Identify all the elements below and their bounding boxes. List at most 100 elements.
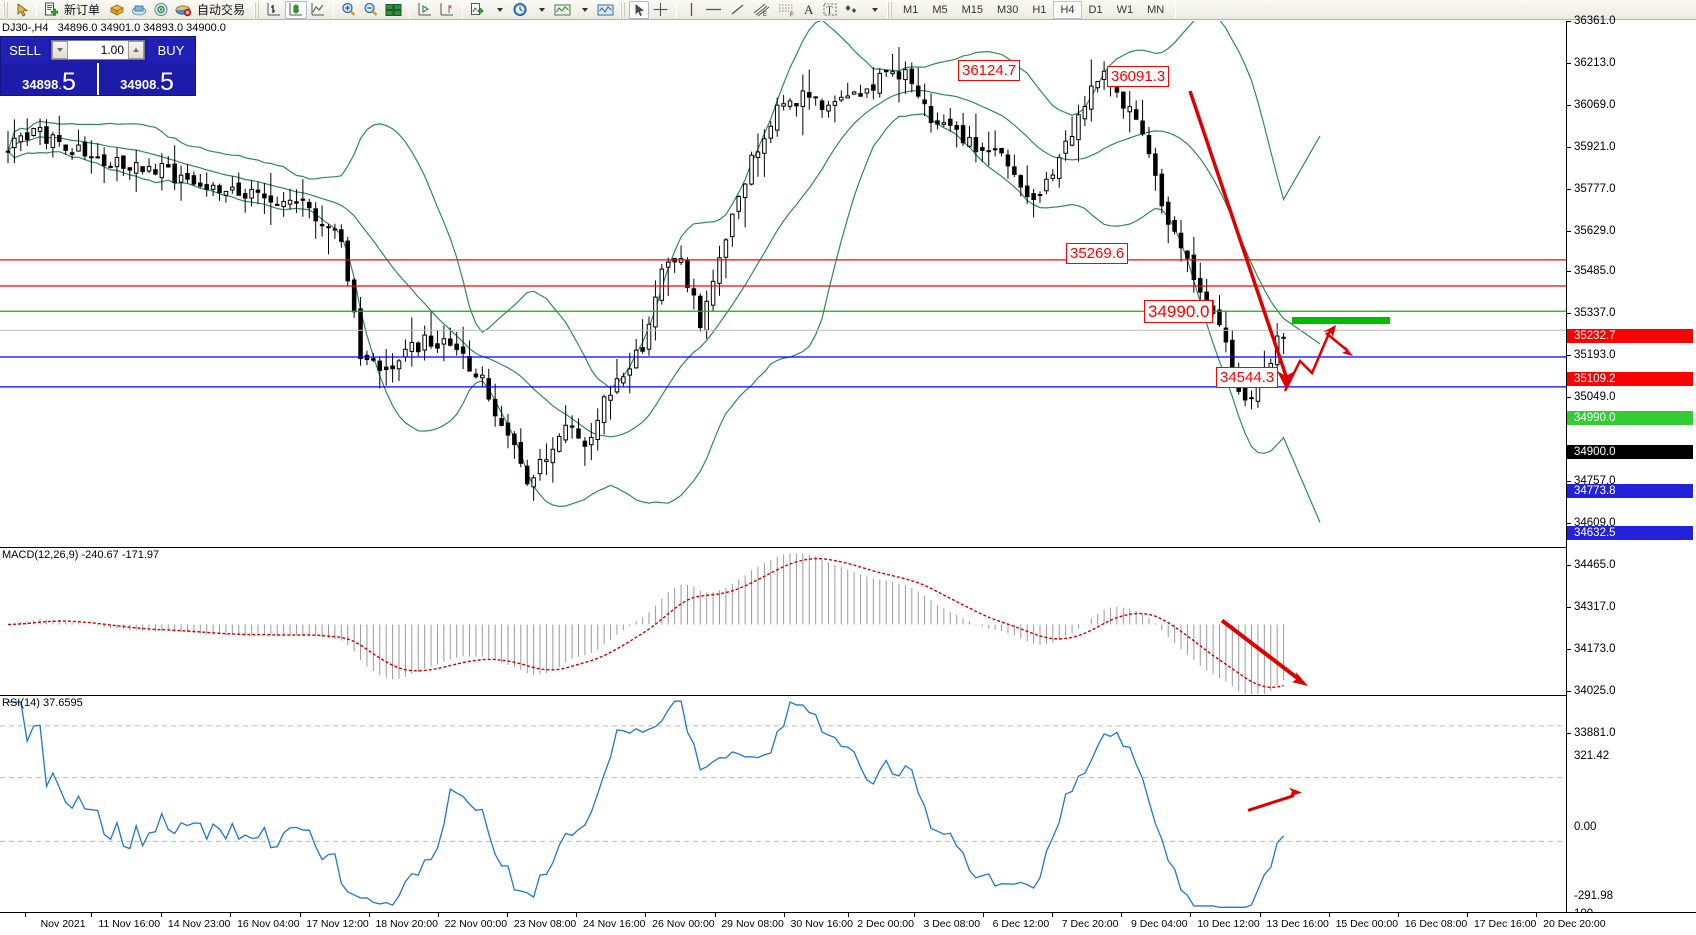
time-tick-label: 15 Dec 00:00 — [1335, 918, 1399, 930]
price-annotation-label[interactable]: 34990.0 — [1144, 300, 1214, 323]
buy-price[interactable]: 34908 . 5 — [97, 63, 195, 95]
crosshair-icon[interactable] — [649, 1, 672, 19]
svg-text:E: E — [763, 12, 767, 17]
price-scale[interactable]: 36361.0 36213.0 36069.0 35921.0 35777.0 35629… — [1566, 15, 1696, 920]
macd-scale-label: 321.42 — [1574, 750, 1610, 762]
text-label-icon[interactable]: A — [799, 1, 819, 19]
toolbar-separator-6 — [1175, 1, 1177, 18]
timeframe-d1[interactable]: D1 — [1088, 3, 1103, 16]
data-window-icon[interactable] — [128, 1, 150, 19]
time-tick-mark — [714, 913, 716, 917]
svg-text:T: T — [827, 6, 833, 17]
shapes-dropdown-arrow[interactable] — [864, 1, 884, 19]
timeframe-m15[interactable]: M15 — [961, 3, 983, 16]
indicators-dropdown-arrow[interactable] — [489, 1, 509, 19]
volume-increase-button[interactable] — [128, 41, 144, 59]
zoom-in-icon[interactable] — [338, 1, 360, 19]
shapes-icon[interactable] — [841, 1, 864, 19]
time-scale[interactable]: Nov 2021 11 Nov 16:00 14 Nov 23:00 16 Nov 0… — [0, 912, 1696, 935]
price-level-badge-blue[interactable]: 34773.8 — [1567, 484, 1693, 498]
toolbar-grip[interactable] — [3, 1, 9, 18]
timeframe-h1[interactable]: H1 — [1032, 3, 1047, 16]
timeframe-mn[interactable]: MN — [1147, 3, 1165, 16]
price-level-badge-red[interactable]: 35109.2 — [1567, 372, 1693, 386]
time-tick-label: 18 Nov 20:00 — [375, 918, 438, 930]
svg-text:F: F — [790, 13, 794, 18]
price-annotation-label[interactable]: 36091.3 — [1107, 66, 1170, 87]
time-tick-mark — [645, 913, 647, 917]
toolbar-grip-2[interactable] — [254, 1, 261, 18]
toolbar-separator-4 — [462, 1, 464, 18]
horizontal-line-icon[interactable] — [701, 1, 726, 19]
trend-line-icon[interactable] — [726, 1, 749, 19]
candlestick-chart-icon[interactable] — [285, 0, 308, 19]
tile-windows-icon[interactable] — [382, 1, 405, 19]
new-order-button[interactable]: 新订单 — [41, 1, 106, 19]
vertical-line-icon[interactable] — [681, 1, 701, 19]
price-tick-label: 35485.0 — [1574, 265, 1616, 277]
time-tick-mark — [1328, 913, 1330, 917]
price-chart-panel[interactable]: DJ30-,H4 34896.0 34901.0 34893.0 34900.0 — [0, 21, 1566, 546]
toolbar-separator-2 — [333, 1, 335, 18]
volume-stepper[interactable]: 1.00 — [51, 40, 145, 60]
price-level-badge-blue[interactable]: 34632.5 — [1567, 526, 1693, 540]
zoom-out-icon[interactable] — [360, 1, 382, 19]
buy-button[interactable]: BUY — [147, 37, 195, 63]
price-tick-label: 35193.0 — [1574, 349, 1616, 361]
timeframe-m1[interactable]: M1 — [903, 3, 919, 16]
sell-price-integer: 34898 — [22, 77, 59, 92]
sell-price[interactable]: 34898 . 5 — [1, 63, 97, 95]
period-clock-icon[interactable] — [509, 1, 531, 19]
price-tick-mark — [1567, 523, 1571, 524]
time-tick-mark — [507, 913, 509, 917]
one-click-trading-panel[interactable]: SELL 1.00 BUY 34898 . 5 34908 . 5 — [0, 36, 196, 96]
toolbar-grip-3[interactable] — [620, 1, 627, 18]
toolbar-grip-4[interactable] — [887, 1, 894, 18]
navigator-icon[interactable] — [150, 1, 172, 19]
price-tick-label: 34025.0 — [1574, 685, 1616, 697]
new-order-label: 新订单 — [64, 3, 101, 17]
line-chart-icon[interactable] — [307, 1, 329, 19]
price-tick-mark — [1567, 63, 1571, 64]
rsi-panel[interactable]: RSI(14) 37.6595 — [0, 695, 1566, 912]
volume-decrease-button[interactable] — [52, 41, 68, 59]
macd-panel[interactable]: MACD(12,26,9) -240.67 -171.97 — [0, 547, 1566, 694]
timeframe-m30[interactable]: M30 — [997, 3, 1019, 16]
timeframe-h4[interactable]: H4 — [1053, 0, 1082, 19]
cursor-arrow-icon[interactable] — [12, 1, 32, 19]
price-level-badge-green[interactable]: 34990.0 — [1567, 411, 1693, 425]
price-annotation-label[interactable]: 35269.6 — [1066, 243, 1129, 264]
period-dropdown-arrow[interactable] — [531, 1, 551, 19]
price-tick-mark — [1567, 607, 1571, 608]
terminal-icon[interactable]: 自动交易 — [172, 1, 251, 19]
templates-dropdown-arrow[interactable] — [574, 1, 594, 19]
time-tick-mark — [783, 913, 785, 917]
price-level-badge-black[interactable]: 34900.0 — [1567, 445, 1693, 459]
price-tick-mark — [1567, 105, 1571, 106]
time-tick-label: Nov 2021 — [40, 918, 86, 930]
expert-advisor-icon[interactable] — [106, 1, 128, 19]
text-box-icon[interactable]: T — [819, 1, 841, 19]
sell-button[interactable]: SELL — [1, 37, 49, 63]
indicators-icon[interactable] — [467, 1, 489, 19]
templates-icon[interactable] — [551, 1, 574, 19]
bar-chart-icon[interactable] — [263, 1, 285, 19]
rsi-chart-svg — [0, 700, 1566, 908]
price-level-badge-red[interactable]: 35232.7 — [1567, 329, 1693, 343]
time-tick-label: 7 Dec 20:00 — [1061, 918, 1119, 930]
price-tick-mark — [1567, 313, 1571, 314]
auto-scroll-icon[interactable] — [436, 1, 458, 19]
price-annotation-label[interactable]: 34544.3 — [1216, 367, 1279, 388]
price-annotation-label[interactable]: 36124.7 — [958, 60, 1021, 81]
templates-icon-2[interactable] — [594, 1, 617, 19]
main-toolbar: 新订单 自动交易 — [0, 0, 1696, 20]
price-tick-mark — [1567, 733, 1571, 734]
equidistant-channel-icon[interactable]: E — [749, 1, 774, 19]
timeframe-w1[interactable]: W1 — [1116, 3, 1134, 16]
volume-value[interactable]: 1.00 — [100, 43, 124, 57]
buy-price-separator: . — [156, 77, 160, 92]
pointer-icon[interactable] — [629, 0, 650, 19]
shift-end-icon[interactable] — [414, 1, 436, 19]
fibonacci-icon[interactable]: F — [774, 1, 799, 19]
timeframe-m5[interactable]: M5 — [932, 3, 948, 16]
